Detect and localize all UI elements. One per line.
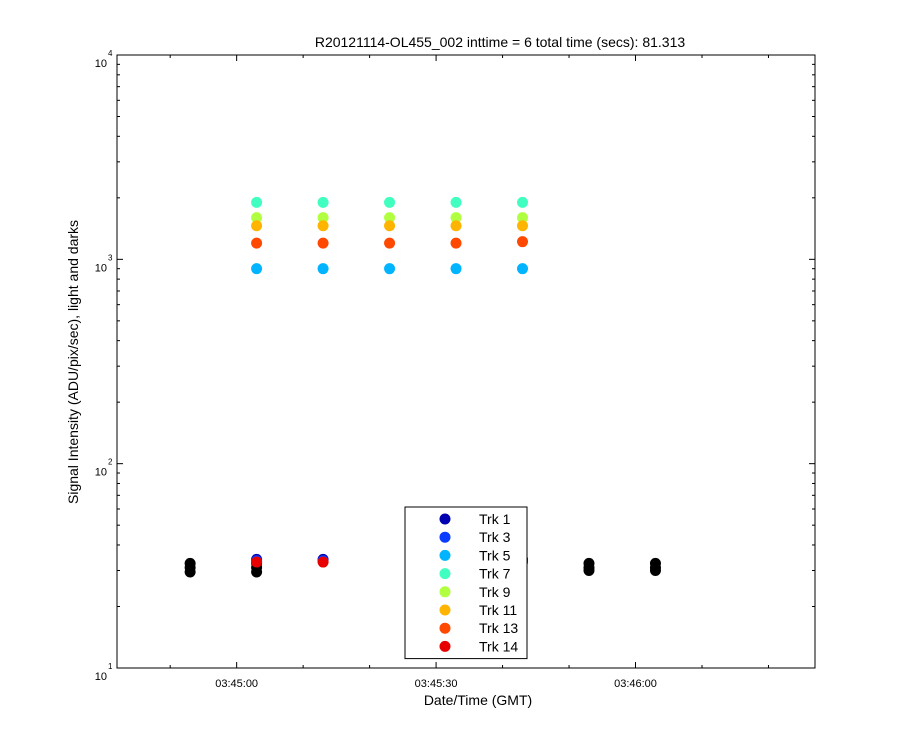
legend-entry: Trk 7 [479,566,511,582]
y-tick-label: 10 [95,671,107,683]
data-point [251,196,263,208]
y-axis-label: Signal Intensity (ADU/pix/sec), light an… [65,220,81,504]
y-tick-exponent: 4 [108,49,113,58]
data-point [251,556,263,568]
legend-marker [439,622,451,634]
data-point [251,263,263,275]
data-point [317,212,329,224]
legend-box [404,506,528,660]
data-point [450,196,462,208]
y-tick-label: 10 [95,262,107,274]
y-tick-label: 10 [95,467,107,479]
data-point [517,196,529,208]
y-tick-exponent: 3 [108,253,113,262]
data-point [517,212,529,224]
legend-entry: Trk 11 [479,602,517,618]
data-point [384,196,396,208]
legend-marker [439,549,451,561]
legend-entry: Trk 9 [479,584,511,600]
legend-marker [439,568,451,580]
legend-marker [439,640,451,652]
legend-entry: Trk 5 [479,547,511,563]
legend-entry: Trk 14 [479,638,518,654]
data-point [251,237,263,249]
data-point [517,236,529,248]
data-points [184,196,661,578]
x-tick-label: 03:45:30 [415,678,458,690]
legend-entry: Trk 13 [479,620,518,636]
data-point [384,220,396,232]
chart-title: R20121114-OL455_002 inttime = 6 total ti… [315,34,686,50]
data-point [384,212,396,224]
x-axis-label: Date/Time (GMT) [424,692,532,708]
data-point [450,263,462,275]
data-point [251,212,263,224]
data-point [317,263,329,275]
data-point [384,263,396,275]
data-point [450,237,462,249]
data-point [317,220,329,232]
data-point [517,220,529,232]
data-point [251,220,263,232]
dark-point [184,566,196,578]
y-tick-exponent: 1 [108,662,113,671]
legend-entry: Trk 1 [479,511,511,527]
legend-marker [439,531,451,543]
legend-marker [439,513,451,525]
data-point [317,237,329,249]
legend-entry: Trk 3 [479,529,511,545]
data-point [317,196,329,208]
x-axis-ticks: 03:45:00 03:45:30 03:46:00 [169,55,769,690]
legend-marker [439,604,451,616]
x-tick-label: 03:45:00 [215,678,258,690]
legend-marker [439,586,451,598]
data-point [517,263,529,275]
data-point [384,237,396,249]
dark-point [583,565,595,577]
data-point [317,556,329,568]
x-tick-label: 03:46:00 [614,678,657,690]
data-point [450,212,462,224]
legend: Trk 1 Trk 3 Trk 5 Trk 7 Trk 9 Trk 11 Trk 13 Trk… [404,506,528,660]
dark-point [649,565,661,577]
y-tick-exponent: 2 [108,458,113,467]
y-tick-label: 10 [95,58,107,70]
data-point [450,220,462,232]
dark-point [251,566,263,578]
